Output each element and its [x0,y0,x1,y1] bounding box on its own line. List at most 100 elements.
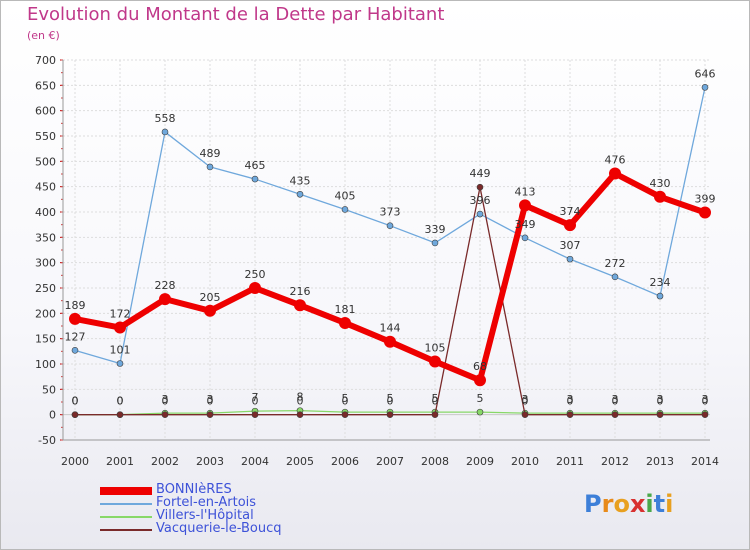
data-point [116,411,124,418]
data-point [116,360,124,367]
legend-swatch [100,529,152,531]
data-point [611,273,619,281]
data-point [294,299,306,312]
legend-swatch [100,487,152,495]
data-label: 3 [657,393,664,406]
data-label: 349 [515,218,536,231]
data-label: 3 [522,393,529,406]
data-point [656,411,664,418]
x-tick-label: 2011 [556,455,584,468]
legend-label: Villers-l'Hôpital [156,508,254,523]
data-point [701,411,709,418]
data-point [476,183,484,191]
unit-label: (en €) [27,29,60,42]
data-label: 5 [342,392,349,405]
logo-letter: o [613,490,630,518]
data-point [699,206,711,219]
data-point [386,411,394,418]
data-label: 68 [473,360,487,373]
data-label: 0 [162,395,169,408]
y-tick-label: 400 [35,206,56,219]
legend-item: BONNIèRES [100,483,360,497]
data-label: 101 [110,343,131,356]
data-label: 234 [650,276,671,289]
data-label: 3 [207,393,214,406]
x-tick-label: 2008 [421,455,449,468]
data-point [341,411,349,418]
legend-item: Fortel-en-Artois [100,495,360,510]
data-label: 396 [470,194,491,207]
data-point [161,128,169,136]
data-label: 558 [155,112,176,125]
data-label: 5 [387,392,394,405]
data-point [521,234,529,242]
x-tick-label: 2001 [106,455,134,468]
y-tick-label: 650 [35,79,56,92]
data-label: 413 [515,185,536,198]
data-label: 435 [290,174,311,187]
data-point [521,411,529,418]
legend-item: Villers-l'Hôpital [100,508,360,523]
data-point [206,163,214,171]
y-tick-label: 150 [35,333,56,346]
x-tick-label: 2006 [331,455,359,468]
data-label: 216 [290,285,311,298]
x-tick-label: 2010 [511,455,539,468]
data-label: 399 [695,193,716,206]
data-label: 0 [117,395,124,408]
data-point [654,190,666,203]
data-label: 465 [245,159,266,172]
x-tick-label: 2000 [61,455,89,468]
data-label: 0 [342,395,349,408]
legend-swatch [100,516,152,518]
data-label: 0 [252,395,259,408]
series-0 [69,167,711,387]
data-label: 3 [612,393,619,406]
data-label: 0 [117,395,124,408]
x-tick-label: 2012 [601,455,629,468]
data-point [656,292,664,300]
data-label: 430 [650,177,671,190]
chart-title: Evolution du Montant de la Dette par Hab… [27,4,445,25]
data-label: 0 [702,395,709,408]
data-point [296,411,304,418]
data-label: 0 [522,395,529,408]
logo-letter: i [645,490,654,518]
y-tick-label: 600 [35,105,56,118]
data-label: 8 [297,391,304,404]
data-label: 250 [245,268,266,281]
y-tick-label: 700 [35,54,56,67]
data-point [384,335,396,348]
x-tick-label: 2002 [151,455,179,468]
x-tick-label: 2013 [646,455,674,468]
data-label: 374 [560,205,581,218]
data-label: 172 [110,308,131,321]
legend-label: Vacquerie-le-Boucq [156,521,282,536]
data-point [564,219,576,232]
data-label: 3 [567,393,574,406]
data-label: 205 [200,291,221,304]
data-label: 373 [380,206,401,219]
data-label: 405 [335,189,356,202]
logo-letter: P [584,490,602,518]
data-point [431,411,439,418]
data-point [69,312,81,325]
data-point [566,255,574,263]
y-tick-label: 100 [35,358,56,371]
data-label: 0 [612,395,619,408]
y-tick-label: 300 [35,257,56,270]
data-point [71,347,79,354]
x-tick-label: 2007 [376,455,404,468]
data-point [566,411,574,418]
y-tick-label: 500 [35,155,56,168]
data-label: 189 [65,299,86,312]
legend-label: Fortel-en-Artois [156,495,257,510]
data-point [339,316,351,329]
logo-letter: t [653,490,666,518]
series-3 [71,183,709,418]
data-label: 0 [657,395,664,408]
data-label: 0 [72,395,79,408]
data-label: 449 [470,167,491,180]
data-label: 272 [605,257,626,270]
